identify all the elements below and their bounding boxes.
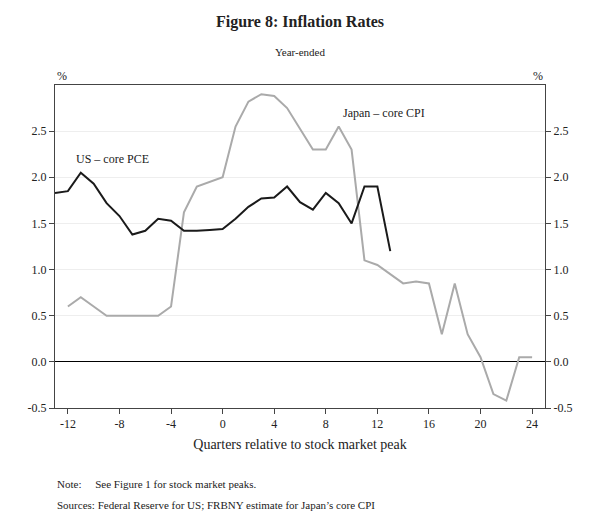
svg-text:-12: -12	[60, 417, 76, 431]
svg-text:2.0: 2.0	[553, 170, 568, 184]
svg-text:-0.5: -0.5	[553, 401, 572, 415]
svg-text:0.0: 0.0	[32, 355, 47, 369]
svg-text:1.0: 1.0	[553, 263, 568, 277]
svg-text:-8: -8	[114, 417, 124, 431]
svg-text:0: 0	[220, 417, 226, 431]
svg-text:4: 4	[271, 417, 277, 431]
svg-text:-4: -4	[166, 417, 176, 431]
svg-text:0.5: 0.5	[553, 309, 568, 323]
svg-text:2.0: 2.0	[32, 170, 47, 184]
svg-text:8: 8	[323, 417, 329, 431]
svg-text:Japan – core CPI: Japan – core CPI	[343, 106, 425, 120]
svg-text:1.5: 1.5	[553, 217, 568, 231]
svg-text:-0.5: -0.5	[28, 401, 47, 415]
svg-text:0.0: 0.0	[553, 355, 568, 369]
svg-text:1.5: 1.5	[32, 217, 47, 231]
svg-text:16: 16	[423, 417, 435, 431]
svg-text:Figure 8: Inflation Rates: Figure 8: Inflation Rates	[216, 13, 384, 31]
svg-text:%: %	[57, 69, 67, 83]
svg-text:20: 20	[475, 417, 487, 431]
svg-text:24: 24	[526, 417, 538, 431]
svg-text:US – core PCE: US – core PCE	[76, 152, 149, 166]
svg-text:2.5: 2.5	[32, 124, 47, 138]
svg-text:Quarters relative to stock mar: Quarters relative to stock market peak	[193, 437, 406, 452]
svg-text:2.5: 2.5	[553, 124, 568, 138]
svg-text:1.0: 1.0	[32, 263, 47, 277]
svg-text:Note: See Figure 1 for sto: Note: See Figure 1 for stock market peak…	[57, 478, 256, 490]
svg-text:%: %	[533, 69, 543, 83]
svg-text:0.5: 0.5	[32, 309, 47, 323]
svg-text:Sources: Federal Reserve for U: Sources: Federal Reserve for US; FRBNY e…	[57, 499, 375, 511]
svg-text:Year-ended: Year-ended	[275, 46, 325, 58]
svg-text:12: 12	[371, 417, 383, 431]
